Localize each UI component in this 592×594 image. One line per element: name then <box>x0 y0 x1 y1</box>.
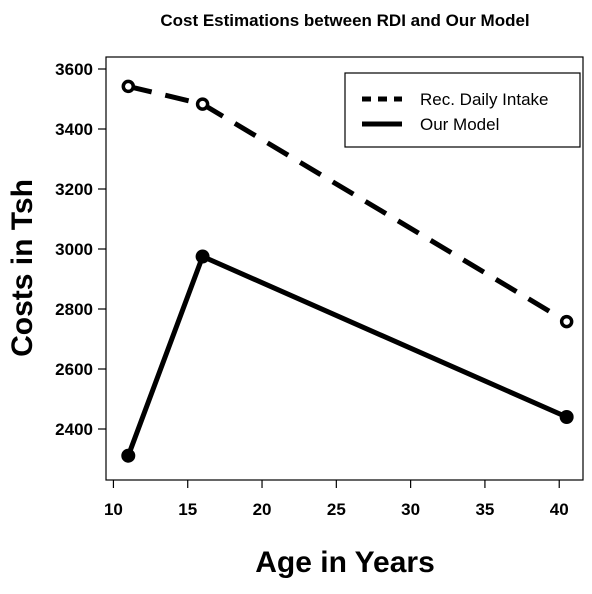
data-point-rec-daily-intake <box>195 97 210 111</box>
data-point-rec-daily-intake <box>559 314 574 329</box>
x-tick-label: 25 <box>327 500 346 519</box>
y-tick-label: 3000 <box>55 240 93 259</box>
y-tick-label: 2800 <box>55 300 93 319</box>
x-tick-label: 20 <box>253 500 272 519</box>
y-tick-label: 2400 <box>55 420 93 439</box>
legend: Rec. Daily Intake Our Model <box>344 72 581 148</box>
y-tick-label: 3400 <box>55 120 93 139</box>
data-point-our-model <box>195 249 210 264</box>
x-axis: 10 15 20 25 30 35 40 <box>104 480 569 519</box>
y-tick-label: 3600 <box>55 60 93 79</box>
plot-frame <box>105 56 584 481</box>
y-axis: 2400 2600 2800 3000 3200 3400 3600 <box>55 60 106 439</box>
x-tick-label: 15 <box>178 500 197 519</box>
x-tick-label: 35 <box>475 500 494 519</box>
data-point-our-model <box>121 448 136 463</box>
data-point-rec-daily-intake <box>121 79 136 94</box>
legend-label-rdi: Rec. Daily Intake <box>420 90 549 109</box>
y-tick-label: 3200 <box>55 180 93 199</box>
chart-title: Cost Estimations between RDI and Our Mod… <box>160 11 529 30</box>
x-tick-label: 40 <box>550 500 569 519</box>
series-line-our-model <box>125 254 568 457</box>
x-axis-label: Age in Years <box>255 546 435 579</box>
y-tick-label: 2600 <box>55 360 93 379</box>
series-layer <box>121 79 574 463</box>
x-tick-label: 30 <box>401 500 420 519</box>
x-tick-label: 10 <box>104 500 123 519</box>
legend-label-our-model: Our Model <box>420 115 499 134</box>
data-point-our-model <box>559 410 574 424</box>
legend-box <box>344 72 581 148</box>
y-axis-label: Costs in Tsh <box>6 179 39 357</box>
